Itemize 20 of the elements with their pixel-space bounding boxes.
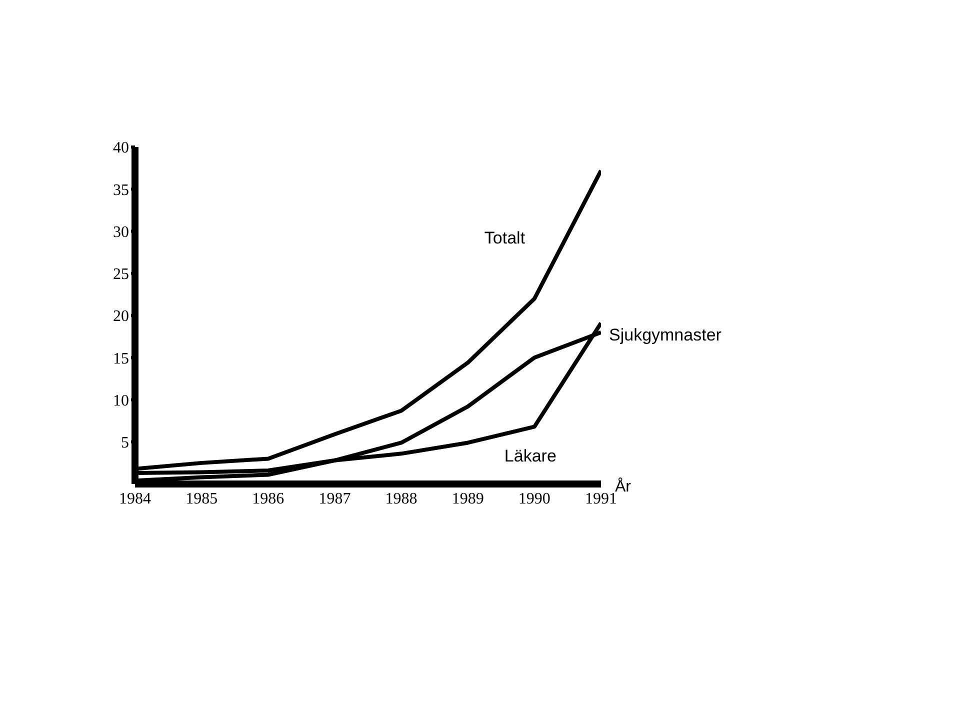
y-tick-label: 30 [113,224,129,241]
series-label: Totalt [484,228,526,248]
x-tick-label: 1990 [518,490,550,508]
x-axis-title: År [615,478,632,496]
y-tick-label: 10 [113,392,129,410]
y-tick-label: 35 [113,182,129,199]
x-tick-label: 1984 [119,490,151,508]
x-tick-label: 1989 [452,490,484,508]
x-tick-label: 1987 [318,490,351,508]
series-label: Sjukgymnaster [609,325,722,344]
x-tick-label: 1988 [385,490,418,508]
x-tick-label: 1986 [252,490,284,508]
y-tick-label: 40 [113,140,129,157]
y-tick-label: 20 [113,308,129,326]
y-tick-label: 5 [121,434,129,452]
x-tick-label: 1985 [186,490,218,508]
x-tick-label: 1991 [585,490,617,508]
y-tick-label: 25 [113,266,129,284]
y-tick-label: 15 [113,350,129,368]
series-label: Läkare [504,446,556,466]
